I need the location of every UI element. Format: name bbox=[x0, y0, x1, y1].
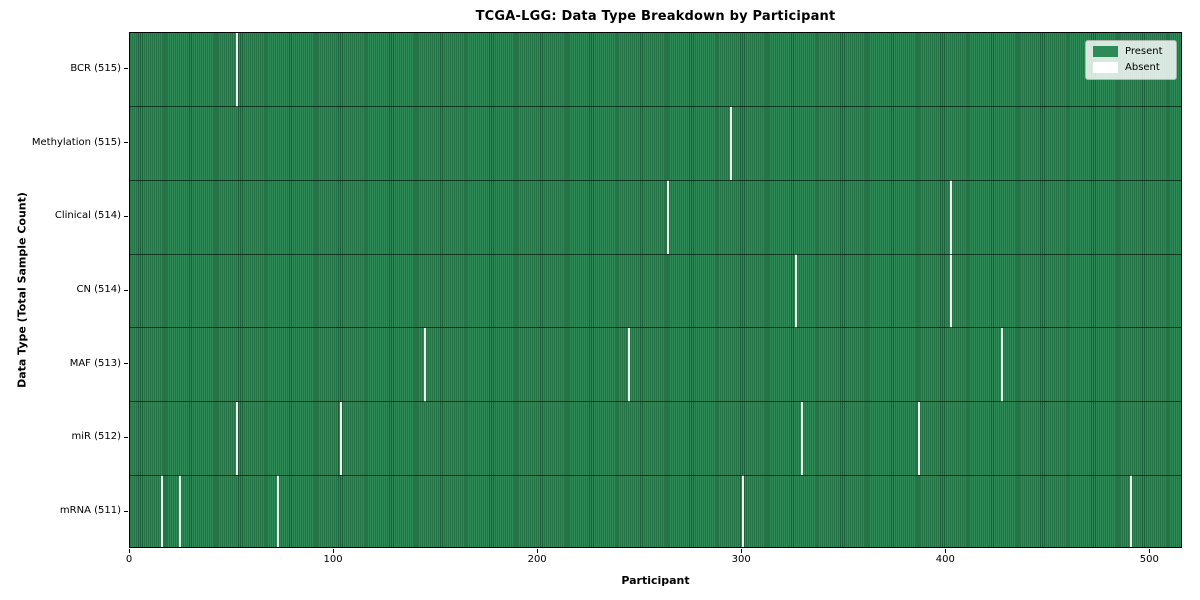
row-separator bbox=[130, 474, 1181, 476]
y-tick-label-MAF: MAF (513) bbox=[69, 357, 121, 369]
absent-gap-mRNA-15 bbox=[160, 475, 163, 547]
y-tick-mark bbox=[124, 68, 128, 70]
x-tick-mark bbox=[537, 549, 539, 553]
absent-gap-mRNA-300 bbox=[742, 475, 745, 547]
y-tick-label-Clinical: Clinical (514) bbox=[54, 210, 121, 222]
absent-gap-mRNA-72 bbox=[276, 475, 280, 547]
absent-gap-MAF-144 bbox=[423, 327, 426, 402]
absent-gap-miR-386 bbox=[917, 401, 920, 476]
absent-gap-CN-402 bbox=[950, 254, 953, 328]
y-tick-label-Methylation: Methylation (515) bbox=[31, 136, 121, 148]
legend-label-present: Present bbox=[1125, 46, 1163, 57]
legend-entry-absent: Absent bbox=[1093, 62, 1169, 73]
absent-gap-miR-329 bbox=[801, 401, 804, 476]
y-axis-label: Data Type (Total Sample Count) bbox=[15, 192, 29, 388]
absent-swatch bbox=[1093, 62, 1118, 73]
y-tick-label-BCR: BCR (515) bbox=[70, 62, 121, 74]
y-tick-label-miR: miR (512) bbox=[71, 431, 121, 443]
present-swatch bbox=[1093, 46, 1118, 57]
absent-gap-miR-52 bbox=[236, 401, 239, 476]
chart-title: TCGA-LGG: Data Type Breakdown by Partici… bbox=[475, 9, 836, 24]
y-tick-mark bbox=[124, 289, 128, 291]
y-tick-mark bbox=[124, 215, 128, 217]
absent-gap-MAF-244 bbox=[627, 327, 631, 402]
x-tick-mark bbox=[741, 549, 743, 553]
x-tick-label-100: 100 bbox=[323, 554, 343, 565]
x-tick-mark bbox=[945, 549, 947, 553]
y-tick-mark bbox=[124, 510, 128, 512]
x-tick-label-300: 300 bbox=[731, 554, 751, 565]
row-separator bbox=[130, 106, 1181, 108]
y-tick-mark bbox=[124, 363, 128, 365]
absent-gap-Clinical-402 bbox=[950, 180, 953, 255]
row-separator bbox=[130, 401, 1181, 403]
absent-gap-mRNA-490 bbox=[1129, 475, 1133, 547]
x-tick-label-200: 200 bbox=[527, 554, 547, 565]
x-tick-label-0: 0 bbox=[125, 554, 133, 565]
row-separator bbox=[130, 327, 1181, 329]
legend-entry-present: Present bbox=[1093, 46, 1169, 57]
absent-gap-mRNA-24 bbox=[178, 475, 182, 547]
x-tick-label-500: 500 bbox=[1139, 554, 1159, 565]
absent-gap-Methylation-294 bbox=[729, 106, 733, 181]
legend: Present Absent bbox=[1085, 40, 1177, 80]
absent-gap-BCR-52 bbox=[236, 33, 239, 107]
y-tick-mark bbox=[124, 142, 128, 144]
absent-gap-CN-326 bbox=[795, 254, 798, 328]
y-tick-label-mRNA: mRNA (511) bbox=[59, 505, 121, 517]
plot-area bbox=[129, 32, 1182, 548]
absent-gap-MAF-427 bbox=[1001, 327, 1004, 402]
y-tick-label-CN: CN (514) bbox=[76, 284, 121, 295]
x-tick-mark bbox=[1149, 549, 1151, 553]
absent-gap-miR-103 bbox=[340, 401, 343, 476]
row-separator bbox=[130, 179, 1181, 181]
x-axis-label: Participant bbox=[621, 574, 690, 587]
x-tick-label-400: 400 bbox=[935, 554, 955, 565]
x-tick-mark bbox=[129, 549, 130, 553]
legend-label-absent: Absent bbox=[1125, 62, 1160, 73]
x-tick-mark bbox=[333, 549, 335, 553]
absent-gap-Clinical-263 bbox=[666, 180, 669, 255]
y-tick-mark bbox=[124, 436, 128, 438]
row-separator bbox=[130, 253, 1181, 255]
